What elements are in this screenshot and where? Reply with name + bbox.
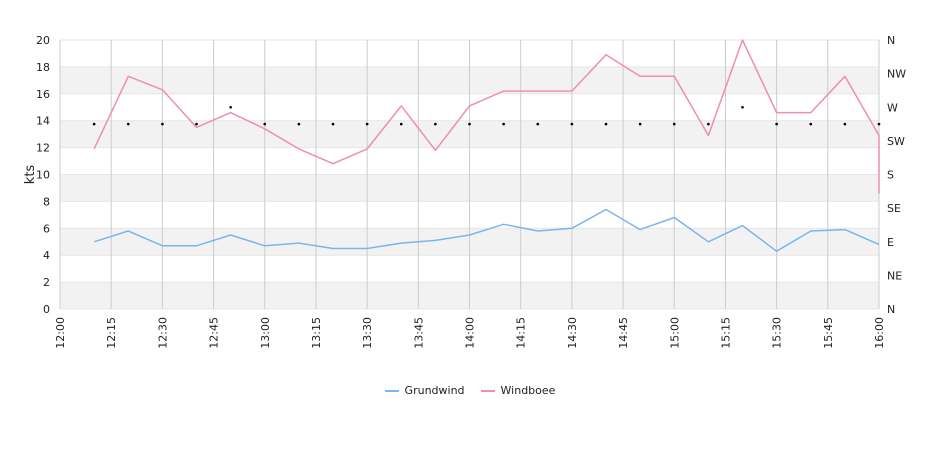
y-tick-label: 8: [43, 195, 50, 208]
direction-axis-label: W: [887, 101, 898, 114]
wind-direction-point: [638, 122, 642, 126]
y-axis-title: kts: [23, 165, 38, 185]
x-tick-label: 13:15: [310, 317, 323, 349]
direction-axis-label: N: [887, 34, 895, 47]
x-tick-label: 13:00: [259, 317, 272, 349]
wind-direction-point: [399, 122, 403, 126]
x-tick-label: 14:45: [617, 317, 630, 349]
direction-axis-label: E: [887, 236, 894, 249]
legend-label-windboee: Windboee: [500, 384, 556, 397]
x-tick-label: 14:00: [464, 317, 477, 349]
y-tick-label: 16: [36, 88, 50, 101]
wind-direction-point: [92, 122, 96, 126]
x-tick-label: 15:30: [771, 317, 784, 349]
direction-axis-label: NW: [887, 68, 906, 81]
x-tick-label: 12:30: [156, 317, 169, 349]
legend-item-grundwind[interactable]: Grundwind: [384, 384, 465, 397]
wind-direction-point: [434, 122, 437, 126]
wind-direction-point: [570, 122, 574, 126]
x-tick-label: 15:45: [822, 317, 835, 349]
wind-direction-point: [229, 105, 232, 109]
wind-direction-point: [672, 122, 676, 126]
x-tick-label: 13:45: [412, 317, 425, 349]
wind-direction-point: [604, 122, 608, 126]
series-line-grundwind: [93, 208, 880, 252]
y-tick-label: 12: [36, 142, 50, 155]
direction-axis-label: NE: [887, 269, 902, 282]
x-tick-label: 12:45: [208, 317, 221, 349]
wind-direction-point: [468, 122, 471, 126]
y-tick-label: 20: [36, 34, 50, 47]
direction-axis-label: SE: [887, 202, 901, 215]
series-line-windboee: [93, 39, 880, 194]
legend-label-grundwind: Grundwind: [404, 384, 465, 397]
y-tick-label: 2: [43, 276, 50, 289]
wind-direction-point: [877, 122, 881, 126]
x-tick-label: 14:30: [566, 317, 579, 349]
x-tick-label: 15:00: [668, 317, 681, 349]
wind-direction-point: [195, 122, 198, 126]
wind-direction-point: [331, 122, 335, 126]
x-tick-label: 12:15: [105, 317, 118, 349]
y-tick-label: 0: [43, 303, 50, 316]
direction-axis-label: N: [887, 303, 895, 316]
wind-direction-point: [365, 122, 369, 126]
wind-direction-point: [161, 122, 164, 126]
x-tick-label: 14:15: [515, 317, 528, 349]
x-tick-label: 15:15: [719, 317, 732, 349]
y-tick-label: 10: [36, 169, 50, 182]
wind-direction-point: [741, 105, 744, 109]
x-tick-label: 16:00: [873, 317, 886, 349]
y-tick-label: 6: [43, 222, 50, 235]
wind-direction-point: [297, 122, 301, 126]
x-tick-label: 12:00: [54, 317, 67, 349]
wind-direction-point: [536, 122, 540, 126]
wind-direction-point: [263, 122, 267, 126]
wind-direction-point: [843, 122, 847, 126]
y-tick-label: 4: [43, 249, 50, 262]
wind-direction-point: [809, 122, 813, 126]
direction-axis-label: SW: [887, 135, 905, 148]
legend-swatch-grundwind: [384, 389, 399, 392]
y-tick-label: 14: [36, 115, 50, 128]
legend-item-windboee[interactable]: Windboee: [480, 384, 556, 397]
legend-swatch-windboee: [480, 389, 495, 392]
x-tick-label: 13:30: [361, 317, 374, 349]
wind-direction-point: [707, 122, 710, 126]
wind-direction-point: [775, 122, 778, 126]
chart-svg: 12:00 12:15 12:30 12:45 13:00 13:15 13:30 13:45…: [23, 34, 906, 349]
wind-direction-point: [126, 122, 130, 126]
legend: Grundwind Windboee: [0, 384, 940, 397]
direction-axis-label: S: [887, 169, 894, 182]
y-tick-label: 18: [36, 61, 50, 74]
wind-direction-point: [502, 122, 505, 126]
